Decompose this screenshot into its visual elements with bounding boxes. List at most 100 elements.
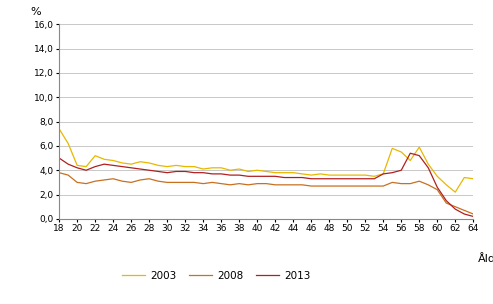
2013 bbox=[164, 171, 170, 174]
2003 bbox=[282, 171, 287, 174]
2008 bbox=[254, 182, 260, 185]
2013 bbox=[425, 166, 431, 170]
2008 bbox=[173, 181, 179, 184]
2003 bbox=[461, 176, 467, 179]
2013 bbox=[236, 173, 242, 177]
2003 bbox=[218, 166, 224, 170]
2003 bbox=[92, 154, 98, 157]
2008 bbox=[65, 173, 71, 177]
2013 bbox=[326, 177, 332, 181]
2013 bbox=[191, 171, 197, 174]
2008 bbox=[119, 179, 125, 183]
2013 bbox=[200, 171, 206, 174]
2003 bbox=[83, 165, 89, 168]
Line: 2013: 2013 bbox=[59, 153, 473, 216]
2003 bbox=[398, 150, 404, 154]
2003 bbox=[326, 173, 332, 177]
2013 bbox=[218, 172, 224, 176]
2003 bbox=[272, 171, 278, 174]
2013 bbox=[416, 154, 422, 157]
2003 bbox=[371, 174, 377, 178]
2003 bbox=[407, 159, 413, 162]
2008 bbox=[110, 177, 116, 181]
2003 bbox=[308, 173, 314, 177]
2008 bbox=[470, 212, 476, 216]
2013 bbox=[452, 207, 458, 211]
2008 bbox=[74, 181, 80, 184]
2003 bbox=[245, 170, 251, 173]
2013 bbox=[282, 176, 287, 179]
2008 bbox=[398, 182, 404, 185]
2008 bbox=[155, 179, 161, 183]
2003 bbox=[128, 162, 134, 166]
2008 bbox=[362, 184, 368, 188]
2008 bbox=[83, 182, 89, 185]
2013 bbox=[470, 215, 476, 218]
2013 bbox=[74, 166, 80, 170]
2013 bbox=[83, 168, 89, 172]
2008 bbox=[326, 184, 332, 188]
2008 bbox=[272, 183, 278, 187]
2013 bbox=[182, 170, 188, 173]
2003 bbox=[164, 165, 170, 168]
2008 bbox=[182, 181, 188, 184]
2003 bbox=[290, 171, 296, 174]
2003 bbox=[146, 161, 152, 165]
2008 bbox=[353, 184, 359, 188]
2008 bbox=[434, 188, 440, 192]
2008 bbox=[461, 209, 467, 212]
2013 bbox=[317, 177, 323, 181]
2013 bbox=[389, 171, 395, 174]
2008 bbox=[317, 184, 323, 188]
2013 bbox=[335, 177, 341, 181]
2008 bbox=[146, 177, 152, 181]
2003 bbox=[263, 170, 269, 173]
2003 bbox=[443, 183, 449, 187]
Line: 2003: 2003 bbox=[59, 129, 473, 192]
2008 bbox=[137, 178, 143, 182]
2008 bbox=[245, 183, 251, 187]
2003 bbox=[380, 172, 386, 176]
2008 bbox=[290, 183, 296, 187]
2008 bbox=[92, 179, 98, 183]
2003 bbox=[452, 190, 458, 194]
2013 bbox=[128, 166, 134, 170]
Legend: 2003, 2008, 2013: 2003, 2008, 2013 bbox=[118, 267, 315, 285]
2013 bbox=[119, 165, 125, 168]
2008 bbox=[407, 182, 413, 185]
2003 bbox=[74, 164, 80, 167]
2008 bbox=[101, 178, 107, 182]
2003 bbox=[119, 161, 125, 165]
2008 bbox=[209, 181, 215, 184]
2013 bbox=[137, 167, 143, 171]
2008 bbox=[164, 181, 170, 184]
2008 bbox=[299, 183, 305, 187]
2003 bbox=[65, 142, 71, 145]
2008 bbox=[236, 182, 242, 185]
2003 bbox=[155, 164, 161, 167]
2008 bbox=[344, 184, 350, 188]
2003 bbox=[254, 168, 260, 172]
2008 bbox=[308, 184, 314, 188]
2003 bbox=[299, 172, 305, 176]
2008 bbox=[371, 184, 377, 188]
2013 bbox=[461, 212, 467, 216]
2008 bbox=[128, 181, 134, 184]
2013 bbox=[398, 168, 404, 172]
2003 bbox=[173, 164, 179, 167]
2003 bbox=[416, 145, 422, 149]
2013 bbox=[101, 162, 107, 166]
Text: Ålder: Ålder bbox=[477, 254, 493, 264]
2013 bbox=[290, 176, 296, 179]
2003 bbox=[470, 177, 476, 181]
2013 bbox=[155, 170, 161, 173]
2008 bbox=[380, 184, 386, 188]
2013 bbox=[65, 162, 71, 166]
2003 bbox=[344, 173, 350, 177]
2013 bbox=[434, 185, 440, 189]
2013 bbox=[443, 199, 449, 202]
2013 bbox=[263, 174, 269, 178]
2008 bbox=[56, 171, 62, 174]
2003 bbox=[353, 173, 359, 177]
2003 bbox=[137, 160, 143, 164]
